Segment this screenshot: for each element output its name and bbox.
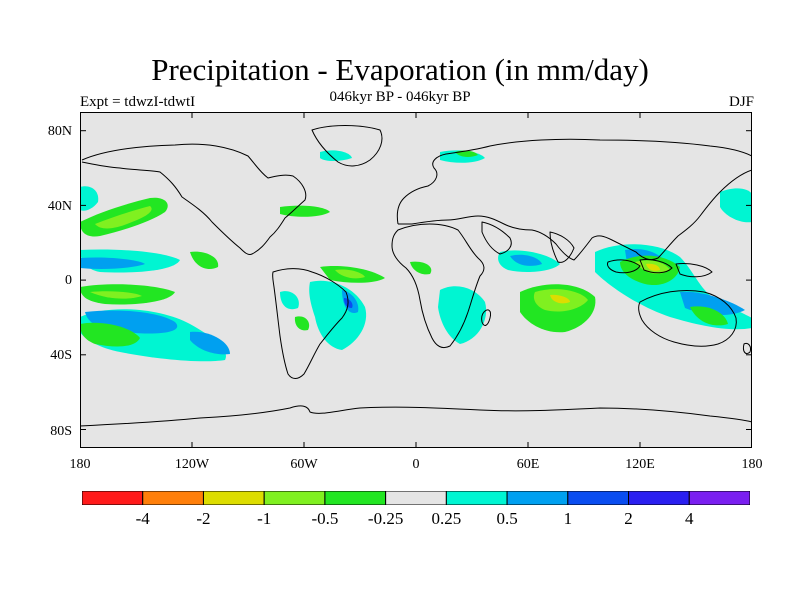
experiment-label: Expt = tdwzI-tdwtI xyxy=(80,94,196,110)
lon-label-60w: 60W xyxy=(290,457,318,472)
lon-label-180e: 180 xyxy=(741,457,763,472)
colorbar-label: 0.25 xyxy=(431,509,462,528)
colorbar-label: -0.25 xyxy=(367,509,404,528)
colorbar-swatch xyxy=(263,491,326,505)
antarctica-coastline xyxy=(80,405,752,427)
colorbar-swatch xyxy=(506,491,569,505)
lat-label-40s: 40S xyxy=(50,348,72,363)
africa-coastline xyxy=(391,223,485,349)
lon-label-120e: 120E xyxy=(625,457,655,472)
maritime-continent-coastline xyxy=(607,259,713,278)
india-coastline xyxy=(549,231,575,263)
map-panel xyxy=(80,112,752,448)
colorbar-swatch xyxy=(202,491,265,505)
negative-anomaly-fields xyxy=(80,150,728,347)
new-zealand-coastline xyxy=(743,343,751,355)
map-title: Precipitation - Evaporation (in mm/day) xyxy=(151,52,649,87)
colorbar-swatch xyxy=(688,491,750,505)
map-subtitle: 046kyr BP - 046kyr BP xyxy=(329,89,471,105)
colorbar-label: -0.5 xyxy=(311,509,339,528)
colorbar-swatch xyxy=(445,491,508,505)
greenland-coastline xyxy=(311,125,383,167)
colorbar-swatch xyxy=(82,491,144,505)
australia-coastline xyxy=(638,289,737,347)
lat-label-40n: 40N xyxy=(47,199,72,214)
colorbar-label: 2 xyxy=(624,509,633,528)
colorbar-swatch xyxy=(324,491,387,505)
arabia-coastline xyxy=(481,221,512,255)
colorbar xyxy=(82,491,750,505)
colorbar-swatch xyxy=(385,491,447,505)
lon-label-0: 0 xyxy=(412,457,420,472)
season-label: DJF xyxy=(728,94,754,110)
colorbar-label: -1 xyxy=(257,509,272,528)
lat-label-eq: 0 xyxy=(65,273,72,288)
colorbar-label: 0.5 xyxy=(496,509,518,528)
colorbar-label: -2 xyxy=(196,509,211,528)
madagascar-coastline xyxy=(481,309,491,326)
colorbar-swatch xyxy=(567,491,630,505)
colorbar-label: 4 xyxy=(685,509,694,528)
lat-label-80n: 80N xyxy=(47,124,72,139)
eurasia-coastline xyxy=(396,138,752,261)
lon-label-180w: 180 xyxy=(69,457,91,472)
colorbar-label: 1 xyxy=(563,509,573,528)
lon-label-60e: 60E xyxy=(516,457,540,472)
lat-label-80s: 80S xyxy=(50,424,72,439)
map-tick-marks xyxy=(80,112,752,448)
colorbar-label: -4 xyxy=(135,509,150,528)
positive-anomaly-fields xyxy=(80,150,752,362)
north-america-coastline xyxy=(81,143,307,255)
coastlines xyxy=(80,125,752,427)
lon-label-120w: 120W xyxy=(174,457,210,472)
colorbar-swatch xyxy=(628,491,690,505)
colorbar-swatch xyxy=(142,491,204,505)
south-america-coastline xyxy=(272,268,349,379)
